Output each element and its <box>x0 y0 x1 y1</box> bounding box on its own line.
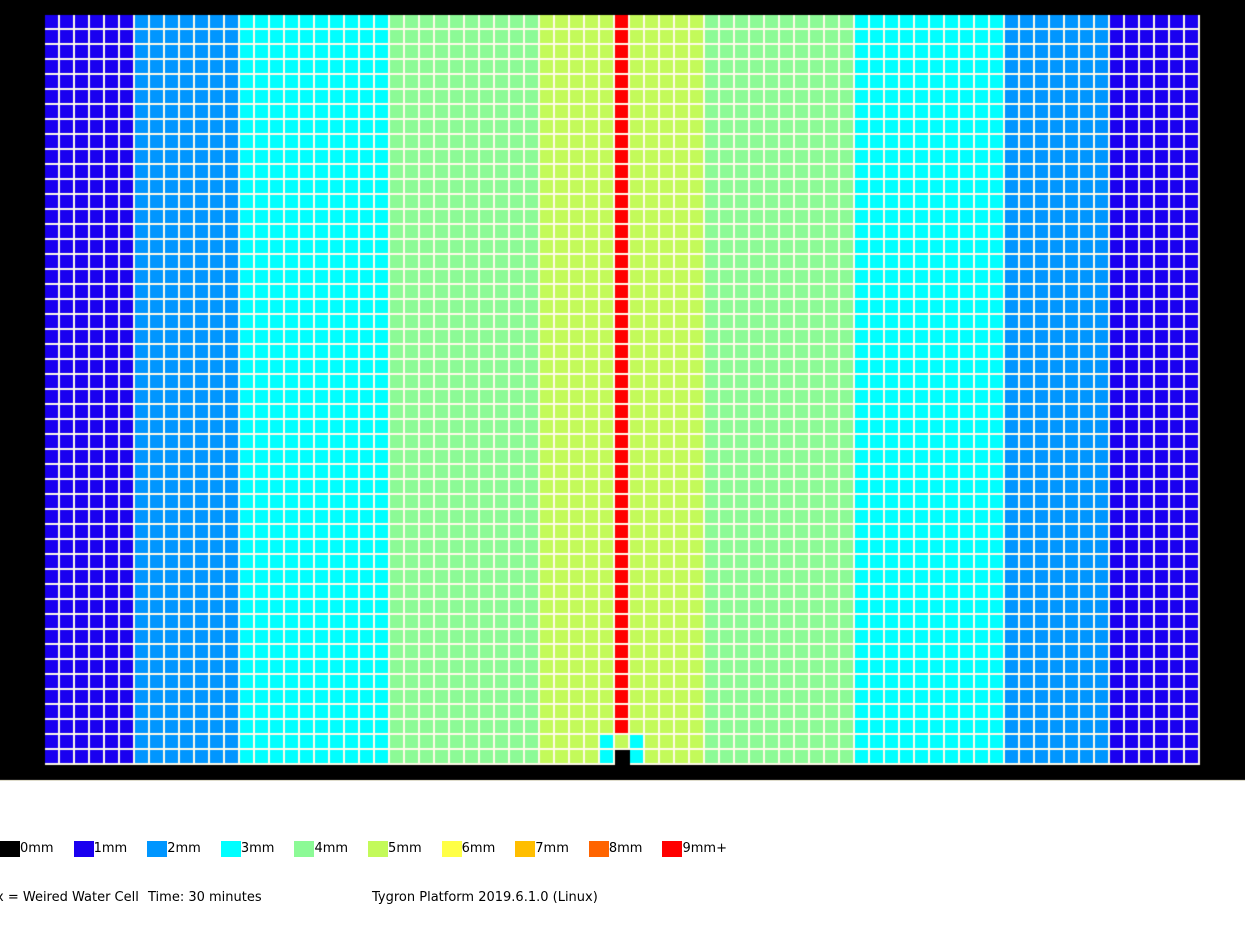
legend-swatch-5mm <box>368 841 389 857</box>
legend-label-6mm: 6mm <box>461 841 496 856</box>
legend-label-0mm: 0mm <box>20 841 54 856</box>
legend-swatch-0mm <box>0 841 20 857</box>
status-bar: x = Weired Water Cell Time: 30 minutes T… <box>0 888 1245 908</box>
legend-label-8mm: 8mm <box>608 841 643 856</box>
legend-item-3mm[interactable]: 3mm <box>220 840 275 858</box>
legend-swatch-2mm <box>147 841 168 857</box>
legend-item-1mm[interactable]: 1mm <box>73 840 128 858</box>
simulation-time-label: Time: 30 minutes <box>148 890 262 905</box>
legend-item-0mm[interactable]: 0mm <box>0 840 54 858</box>
legend-label-2mm: 2mm <box>167 841 201 856</box>
legend-label-9mmplus: 9mm+ <box>682 841 727 856</box>
legend-swatch-6mm <box>441 841 462 857</box>
water-depth-heatmap[interactable] <box>0 0 1245 781</box>
platform-version-label: Tygron Platform 2019.6.1.0 (Linux) <box>372 890 598 905</box>
legend-swatch-1mm <box>73 841 94 857</box>
depth-legend: 0mm 1mm 2mm 3mm 4mm 5mm 6mm 7mm 8mm 9mm+ <box>0 840 747 858</box>
legend-item-9mmplus[interactable]: 9mm+ <box>662 840 727 858</box>
legend-item-5mm[interactable]: 5mm <box>368 840 422 858</box>
legend-label-1mm: 1mm <box>93 841 128 856</box>
legend-item-8mm[interactable]: 8mm <box>588 840 643 858</box>
legend-label-4mm: 4mm <box>314 841 349 856</box>
legend-item-2mm[interactable]: 2mm <box>147 840 201 858</box>
legend-item-4mm[interactable]: 4mm <box>294 840 348 858</box>
weired-water-cell-note: x = Weired Water Cell <box>0 890 139 905</box>
legend-swatch-3mm <box>220 841 241 857</box>
legend-label-7mm: 7mm <box>535 841 569 856</box>
legend-label-3mm: 3mm <box>240 841 275 856</box>
heatmap-canvas[interactable] <box>0 0 1245 781</box>
legend-item-6mm[interactable]: 6mm <box>441 840 496 858</box>
legend-swatch-7mm <box>515 841 536 857</box>
legend-swatch-9mmplus <box>662 841 683 857</box>
legend-swatch-4mm <box>294 841 315 857</box>
legend-label-5mm: 5mm <box>388 841 422 856</box>
legend-swatch-8mm <box>588 841 609 857</box>
legend-item-7mm[interactable]: 7mm <box>515 840 569 858</box>
